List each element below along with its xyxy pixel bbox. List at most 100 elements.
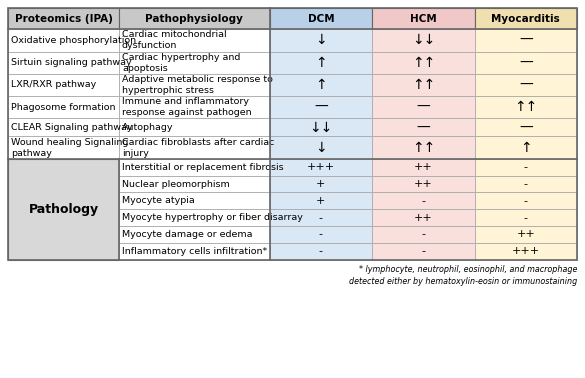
Bar bbox=[372, 51, 474, 74]
Bar bbox=[8, 8, 119, 29]
Text: Pathology: Pathology bbox=[29, 203, 98, 216]
Text: Myocyte damage or edema: Myocyte damage or edema bbox=[122, 230, 253, 239]
Text: ++: ++ bbox=[414, 162, 433, 172]
Bar bbox=[474, 96, 577, 118]
Bar bbox=[8, 96, 119, 118]
Bar bbox=[474, 192, 577, 209]
Text: +++: +++ bbox=[512, 246, 540, 256]
Text: -: - bbox=[319, 213, 323, 223]
Text: ↓↓: ↓↓ bbox=[412, 33, 435, 47]
Bar bbox=[270, 96, 372, 118]
Bar bbox=[119, 51, 270, 74]
Text: —: — bbox=[417, 121, 430, 135]
Bar bbox=[474, 159, 577, 176]
Text: CLEAR Signaling pathway: CLEAR Signaling pathway bbox=[11, 123, 132, 132]
Text: Autophagy: Autophagy bbox=[122, 123, 174, 132]
Bar bbox=[119, 176, 270, 192]
Text: * lymphocyte, neutrophil, eosinophil, and macrophage
detected either by hematoxy: * lymphocyte, neutrophil, eosinophil, an… bbox=[349, 265, 577, 285]
Text: Myocarditis: Myocarditis bbox=[491, 14, 560, 23]
Bar bbox=[119, 159, 270, 176]
Text: Myocyte hypertrophy or fiber disarray: Myocyte hypertrophy or fiber disarray bbox=[122, 213, 303, 222]
Bar bbox=[474, 51, 577, 74]
Bar bbox=[270, 29, 372, 51]
Bar bbox=[119, 118, 270, 136]
Bar bbox=[270, 136, 372, 159]
Bar bbox=[8, 8, 577, 260]
Bar bbox=[119, 29, 270, 51]
Text: DCM: DCM bbox=[308, 14, 334, 23]
Bar bbox=[372, 74, 474, 96]
Text: +: + bbox=[316, 179, 326, 189]
Text: —: — bbox=[314, 100, 328, 114]
Text: -: - bbox=[319, 229, 323, 240]
Bar bbox=[474, 118, 577, 136]
Bar bbox=[270, 51, 372, 74]
Text: ++: ++ bbox=[414, 179, 433, 189]
Bar bbox=[270, 118, 372, 136]
Text: -: - bbox=[524, 162, 528, 172]
Text: LXR/RXR pathway: LXR/RXR pathway bbox=[11, 81, 97, 90]
Bar bbox=[8, 159, 119, 260]
Bar bbox=[8, 29, 119, 51]
Bar bbox=[474, 136, 577, 159]
Bar bbox=[119, 96, 270, 118]
Text: Adaptive metabolic response to
hypertrophic stress: Adaptive metabolic response to hypertrop… bbox=[122, 75, 273, 95]
Bar bbox=[119, 209, 270, 226]
Text: —: — bbox=[519, 78, 533, 92]
Text: Sirtuin signaling pathway: Sirtuin signaling pathway bbox=[11, 58, 132, 67]
Bar bbox=[270, 243, 372, 260]
Text: Phagosome formation: Phagosome formation bbox=[11, 103, 115, 112]
Text: Cardiac fibroblasts after cardiac
injury: Cardiac fibroblasts after cardiac injury bbox=[122, 138, 274, 158]
Bar bbox=[372, 243, 474, 260]
Text: ↑↑: ↑↑ bbox=[412, 56, 435, 70]
Text: Wound healing Signaling
pathway: Wound healing Signaling pathway bbox=[11, 138, 128, 158]
Bar bbox=[119, 226, 270, 243]
Bar bbox=[270, 159, 372, 176]
Text: ↓: ↓ bbox=[315, 33, 327, 47]
Bar bbox=[8, 118, 119, 136]
Text: ↓: ↓ bbox=[315, 141, 327, 155]
Text: ↑: ↑ bbox=[520, 141, 532, 155]
Text: Cardiac hypertrophy and
apoptosis: Cardiac hypertrophy and apoptosis bbox=[122, 53, 240, 73]
Bar bbox=[8, 51, 119, 74]
Bar bbox=[372, 159, 474, 176]
Bar bbox=[119, 136, 270, 159]
Bar bbox=[119, 243, 270, 260]
Text: Immune and inflammatory
response against pathogen: Immune and inflammatory response against… bbox=[122, 97, 252, 118]
Bar bbox=[270, 8, 372, 29]
Text: Pathophysiology: Pathophysiology bbox=[146, 14, 243, 23]
Bar bbox=[270, 209, 372, 226]
Bar bbox=[270, 226, 372, 243]
Bar bbox=[8, 74, 119, 96]
Bar bbox=[474, 74, 577, 96]
Text: -: - bbox=[421, 229, 425, 240]
Bar bbox=[372, 226, 474, 243]
Bar bbox=[474, 243, 577, 260]
Text: Myocyte atypia: Myocyte atypia bbox=[122, 196, 195, 205]
Bar bbox=[372, 29, 474, 51]
Text: Interstitial or replacement fibrosis: Interstitial or replacement fibrosis bbox=[122, 163, 284, 172]
Bar bbox=[372, 136, 474, 159]
Text: Nuclear pleomorphism: Nuclear pleomorphism bbox=[122, 180, 230, 189]
Text: —: — bbox=[519, 56, 533, 70]
Text: Cardiac mitochondrial
dysfunction: Cardiac mitochondrial dysfunction bbox=[122, 30, 226, 50]
Bar bbox=[474, 176, 577, 192]
Text: Inflammatory cells infiltration*: Inflammatory cells infiltration* bbox=[122, 247, 267, 256]
Bar bbox=[474, 209, 577, 226]
Text: ↓↓: ↓↓ bbox=[309, 121, 333, 135]
Text: ↑↑: ↑↑ bbox=[412, 141, 435, 155]
Text: —: — bbox=[519, 33, 533, 47]
Text: +++: +++ bbox=[307, 162, 335, 172]
Bar bbox=[372, 209, 474, 226]
Bar bbox=[372, 192, 474, 209]
Text: Oxidative phosphorylation: Oxidative phosphorylation bbox=[11, 36, 136, 45]
Bar bbox=[474, 8, 577, 29]
Text: ↑: ↑ bbox=[315, 78, 327, 92]
Text: -: - bbox=[421, 196, 425, 206]
Bar bbox=[270, 176, 372, 192]
Text: -: - bbox=[319, 246, 323, 256]
Text: ++: ++ bbox=[517, 229, 535, 240]
Bar bbox=[270, 74, 372, 96]
Text: -: - bbox=[421, 246, 425, 256]
Bar bbox=[372, 176, 474, 192]
